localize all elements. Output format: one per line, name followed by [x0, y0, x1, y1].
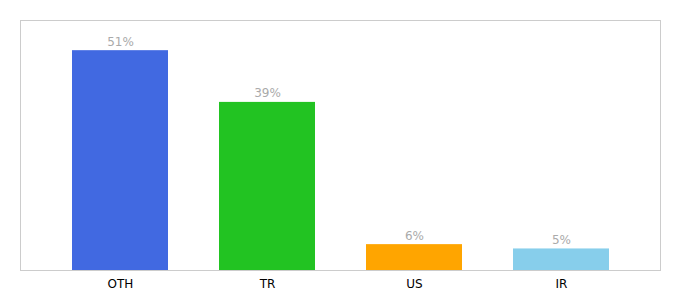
svg-text:US: US [406, 277, 422, 291]
svg-text:5%: 5% [552, 233, 571, 247]
svg-text:51%: 51% [107, 35, 134, 49]
svg-text:6%: 6% [405, 229, 424, 243]
svg-text:TR: TR [259, 277, 276, 291]
svg-text:IR: IR [556, 277, 568, 291]
svg-text:OTH: OTH [108, 277, 134, 291]
svg-text:39%: 39% [254, 86, 281, 100]
